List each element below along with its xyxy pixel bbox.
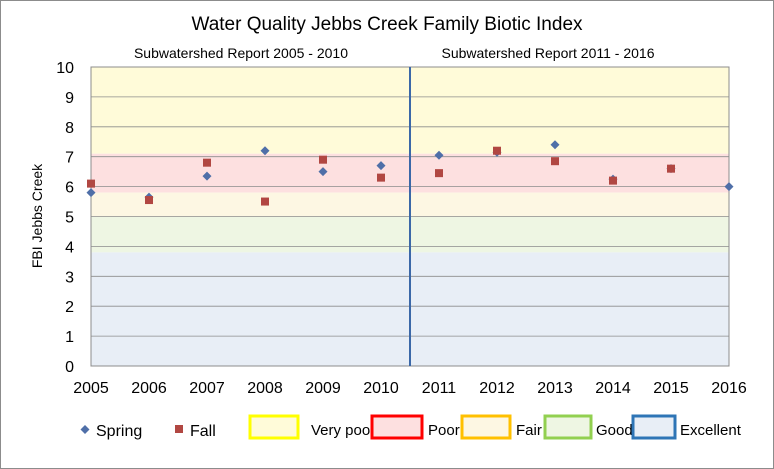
x-tick-2015: 2015 [653, 380, 689, 397]
fall-point-2011 [435, 169, 443, 178]
fall-point-2013 [551, 157, 559, 166]
spring-point-2011 [434, 150, 444, 160]
legend-good-label: Good [596, 422, 633, 439]
spring-point-2008 [260, 146, 270, 156]
fall-point-2008 [261, 197, 269, 206]
legend-very-poor-label: Very poor [311, 422, 375, 439]
fall-point-2012 [493, 146, 501, 155]
x-tick-2016: 2016 [711, 380, 747, 397]
x-tick-2013: 2013 [537, 380, 573, 397]
x-tick-2011: 2011 [422, 380, 457, 397]
fall-point-2015 [667, 164, 675, 173]
legend-good-swatch [543, 414, 593, 440]
spring-point-2013 [550, 140, 560, 150]
x-tick-2006: 2006 [131, 380, 167, 397]
legend-poor-swatch [370, 414, 424, 440]
legend-very-poor-swatch [248, 414, 300, 440]
y-tick-0: 0 [65, 359, 74, 376]
x-tick-2005: 2005 [73, 380, 109, 397]
x-tick-2010: 2010 [363, 380, 399, 397]
period-label-2: Subwatershed Report 2011 - 2016 [442, 45, 655, 61]
fall-point-2007 [203, 158, 211, 167]
y-tick-8: 8 [65, 120, 74, 137]
y-tick-2: 2 [65, 299, 74, 316]
chart-title: Water Quality Jebbs Creek Family Biotic … [191, 14, 583, 35]
spring-point-2005 [86, 188, 96, 198]
legend-fall-label: Fall [190, 423, 216, 440]
legend-fall-marker [175, 425, 183, 433]
legend-spring-label: Spring [96, 423, 142, 440]
legend-poor-label: Poor [428, 422, 460, 439]
y-tick-1: 1 [65, 329, 74, 346]
fall-point-2006 [145, 196, 153, 205]
legend-fair-swatch [460, 414, 512, 440]
x-tick-2008: 2008 [247, 380, 283, 397]
y-tick-3: 3 [65, 269, 74, 286]
x-tick-2012: 2012 [479, 380, 515, 397]
fall-point-2014 [609, 176, 617, 185]
y-tick-7: 7 [65, 150, 74, 167]
x-tick-2007: 2007 [189, 380, 225, 397]
spring-point-2010 [376, 161, 386, 171]
fall-point-2010 [377, 173, 385, 182]
data-points [86, 140, 734, 206]
y-tick-4: 4 [65, 239, 74, 256]
spring-point-2009 [318, 167, 328, 177]
legend: Spring Fall Very poor Poor Fair Good Excellent [80, 414, 742, 440]
fall-point-2009 [319, 155, 327, 164]
legend-spring-marker [80, 425, 90, 434]
y-axis-label: FBI Jebbs Creek [29, 163, 45, 268]
period-label-1: Subwatershed Report 2005 - 2010 [134, 45, 348, 61]
legend-excellent-swatch [631, 414, 677, 440]
y-tick-6: 6 [65, 180, 74, 197]
spring-point-2007 [202, 171, 212, 181]
x-tick-2014: 2014 [595, 380, 631, 397]
x-tick-labels: 2005 2006 2007 2008 2009 2010 2011 2012 2013 2014… [73, 380, 747, 397]
legend-excellent-label: Excellent [680, 422, 742, 439]
legend-fair-label: Fair [516, 422, 542, 439]
y-tick-5: 5 [65, 210, 74, 227]
x-tick-2009: 2009 [305, 380, 341, 397]
y-tick-labels: 0 1 2 3 4 5 6 7 8 9 10 [56, 60, 74, 376]
fall-point-2005 [87, 179, 95, 188]
y-tick-9: 9 [65, 90, 74, 107]
spring-point-2016 [724, 182, 734, 192]
y-tick-10: 10 [56, 60, 74, 77]
